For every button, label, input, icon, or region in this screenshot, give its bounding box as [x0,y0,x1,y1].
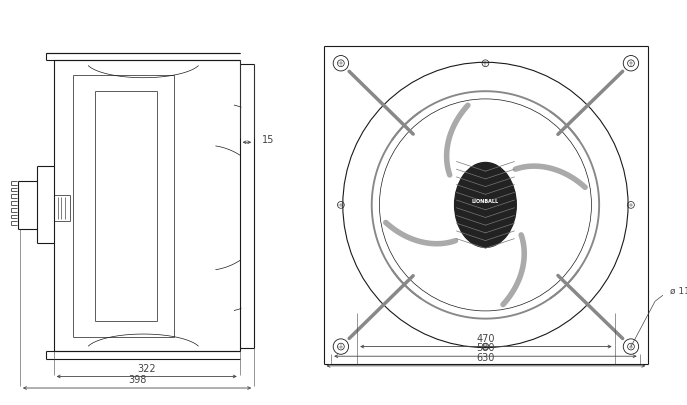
Text: 630: 630 [477,353,495,363]
Text: ø 11: ø 11 [670,287,687,296]
Ellipse shape [455,162,516,247]
Text: 398: 398 [128,375,146,385]
Text: 15: 15 [262,135,274,145]
Text: 580: 580 [476,343,495,353]
Text: 322: 322 [137,364,156,373]
Text: 470: 470 [477,334,495,344]
Text: LIONBALL: LIONBALL [472,198,499,204]
